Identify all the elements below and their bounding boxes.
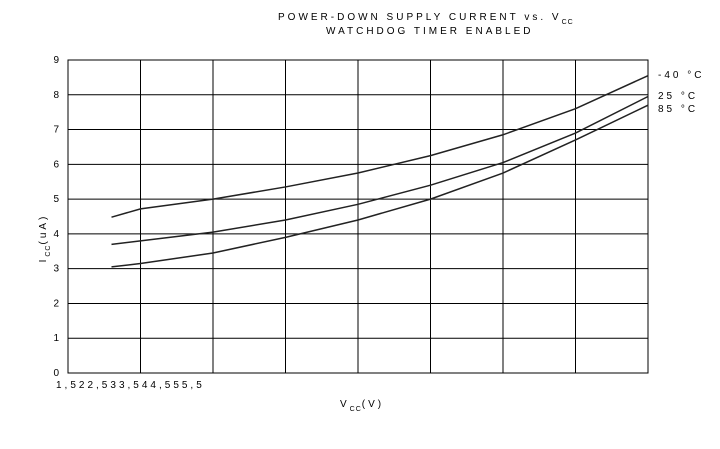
x-tick-label: 4 bbox=[142, 380, 151, 391]
y-tick-label: 6 bbox=[53, 159, 62, 170]
y-axis-label: ICC(uA) bbox=[38, 214, 52, 263]
series-line bbox=[111, 104, 649, 268]
chart-title: POWER-DOWN SUPPLY CURRENT vs. VCC bbox=[278, 12, 574, 26]
x-label-subscript: CC bbox=[350, 406, 362, 413]
x-label-text: V bbox=[340, 399, 350, 410]
legend-label: 85 °C bbox=[658, 104, 698, 115]
x-tick-label: 1,5 bbox=[56, 380, 79, 391]
y-label-text: I bbox=[38, 257, 49, 263]
y-tick-label: 2 bbox=[53, 298, 62, 309]
x-tick-label: 4,5 bbox=[150, 380, 173, 391]
y-tick-label: 3 bbox=[53, 264, 62, 275]
x-tick-label: 3 bbox=[110, 380, 119, 391]
x-tick-label: 3,5 bbox=[119, 380, 142, 391]
x-tick-label: 5 bbox=[173, 380, 182, 391]
x-axis-label: VCC(V) bbox=[340, 399, 384, 413]
x-label-unit: (V) bbox=[362, 399, 384, 410]
y-tick-label: 1 bbox=[53, 333, 62, 344]
series-line bbox=[111, 74, 649, 218]
y-tick-label: 4 bbox=[53, 229, 62, 240]
x-tick-label: 2,5 bbox=[87, 380, 110, 391]
title-subscript: CC bbox=[562, 19, 574, 26]
series-line bbox=[111, 95, 649, 246]
y-tick-label: 7 bbox=[53, 125, 62, 136]
legend-label: -40 °C bbox=[658, 70, 704, 81]
x-tick-labels: 1,522,533,544,555,5 bbox=[56, 380, 205, 391]
x-tick-label: 2 bbox=[79, 380, 88, 391]
legend-label: 25 °C bbox=[658, 91, 698, 102]
x-tick-label: 5,5 bbox=[182, 380, 205, 391]
y-tick-label: 5 bbox=[53, 194, 62, 205]
y-label-unit: (uA) bbox=[38, 214, 49, 245]
y-tick-label: 8 bbox=[53, 90, 62, 101]
y-tick-label: 0 bbox=[53, 368, 62, 379]
y-tick-label: 9 bbox=[53, 55, 62, 66]
chart-subtitle: WATCHDOG TIMER ENABLED bbox=[326, 26, 534, 37]
title-text: POWER-DOWN SUPPLY CURRENT vs. V bbox=[278, 12, 562, 23]
y-label-subscript: CC bbox=[45, 245, 52, 257]
